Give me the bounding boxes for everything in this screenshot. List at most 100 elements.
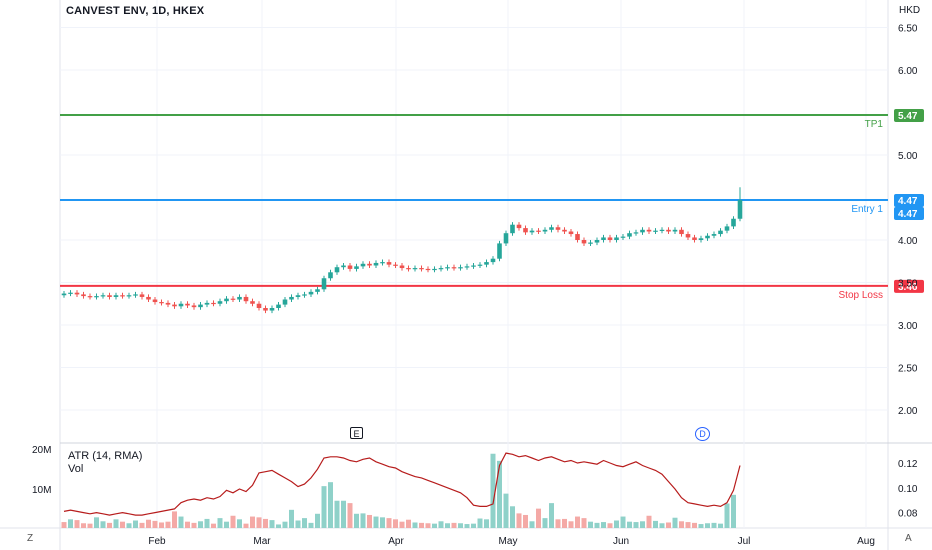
volume-bar	[679, 521, 684, 528]
candle-body	[425, 268, 431, 271]
atr-tick-label: 0.10	[898, 484, 918, 495]
volume-bar	[243, 523, 249, 528]
candle-body	[68, 292, 73, 294]
volume-bar	[393, 519, 398, 528]
candle-body	[568, 231, 574, 235]
candle-body	[451, 267, 457, 269]
earnings-marker[interactable]: E	[350, 427, 363, 439]
candle-body	[133, 294, 138, 296]
symbol-title[interactable]: CANVEST ENV, 1D, HKEX	[66, 5, 205, 17]
candle-body	[263, 308, 268, 311]
candle-body	[653, 230, 658, 232]
candle-body	[731, 218, 736, 227]
volume-bar	[523, 514, 528, 528]
candle-body	[269, 308, 275, 311]
volume-bar	[724, 503, 730, 528]
volume-bar	[718, 523, 723, 528]
candle-body	[471, 265, 476, 267]
candle-body	[347, 265, 353, 269]
candle-body	[607, 237, 613, 240]
volume-bar	[438, 521, 444, 528]
volume-bar	[653, 520, 658, 528]
dividend-marker[interactable]: D	[695, 427, 710, 441]
volume-bar	[646, 515, 652, 528]
level-price-badge	[894, 194, 924, 208]
volume-bar	[614, 520, 619, 528]
price-tick-label: 3.50	[898, 279, 918, 290]
candlesticks	[61, 187, 743, 314]
candle-body	[393, 264, 398, 266]
level-price-label: 3.46	[898, 282, 918, 293]
axes: 6.50 6.00 5.00 4.00 3.50 3.00 2.50 2.00 Feb Mar Ap…	[32, 24, 918, 548]
volume-bar	[341, 500, 346, 528]
volume-bar	[113, 519, 119, 528]
candle-body	[373, 262, 379, 266]
candle-body	[354, 266, 359, 269]
volume-bar	[484, 519, 489, 528]
level-price-badge	[894, 109, 924, 123]
candle-body	[386, 262, 392, 265]
volume-bar	[711, 522, 717, 528]
candle-body	[412, 268, 418, 270]
candle-body	[646, 229, 652, 232]
candle-body	[198, 304, 203, 308]
candle-body	[159, 302, 164, 304]
candle-body	[321, 278, 327, 290]
level-price-badge	[894, 279, 924, 293]
volume-bar	[276, 524, 281, 528]
volume-bars	[61, 453, 736, 528]
volume-bar	[204, 518, 210, 528]
auto-scale-button[interactable]: A	[905, 533, 912, 544]
volume-bar	[575, 516, 580, 528]
price-level-lines: TP1 5.47 Entry 1 4.47 Stop Loss 3.46 4.47	[60, 109, 924, 301]
volume-bar	[607, 523, 613, 528]
time-tick-label: May	[499, 536, 518, 547]
candle-body	[659, 229, 665, 231]
volume-bar	[185, 521, 190, 528]
candle-body	[399, 265, 405, 269]
candle-body	[315, 289, 320, 292]
volume-bar	[94, 517, 99, 528]
candle-body	[620, 236, 626, 238]
volume-bar	[133, 520, 138, 528]
candle-body	[588, 242, 593, 244]
volume-bar	[432, 523, 437, 528]
candle-body	[224, 298, 229, 302]
volume-bar	[165, 521, 171, 528]
candle-body	[464, 266, 470, 268]
candle-body	[497, 243, 502, 259]
candle-body	[282, 299, 288, 305]
volume-bar	[536, 508, 541, 528]
volume-bar	[328, 482, 333, 528]
candle-body	[581, 240, 587, 244]
candle-body	[250, 301, 255, 304]
candle-body	[74, 292, 80, 295]
candle-body	[204, 302, 210, 305]
volume-bar	[633, 522, 639, 528]
volume-bar	[666, 522, 671, 528]
volume-bar	[386, 518, 392, 528]
volume-bar	[627, 521, 632, 528]
timezone-button[interactable]: Z	[27, 533, 34, 544]
atr-indicator-label[interactable]: ATR (14, RMA)	[68, 450, 143, 462]
volume-bar	[159, 522, 164, 528]
volume-bar	[497, 460, 502, 528]
volume-bar	[464, 524, 470, 528]
candle-body	[94, 296, 99, 298]
volume-bar	[510, 506, 515, 528]
candle-body	[438, 268, 444, 270]
candle-body	[711, 234, 717, 236]
candle-body	[120, 295, 125, 297]
candle-body	[627, 233, 632, 237]
candle-body	[672, 229, 678, 232]
candle-body	[256, 303, 262, 308]
volume-bar	[334, 500, 340, 528]
volume-bar	[198, 521, 203, 528]
volume-bar	[425, 523, 431, 528]
candle-body	[139, 294, 145, 297]
candle-body	[432, 268, 437, 271]
candle-body	[640, 229, 645, 233]
candle-body	[341, 265, 346, 268]
volume-indicator-label[interactable]: Vol	[68, 463, 84, 475]
